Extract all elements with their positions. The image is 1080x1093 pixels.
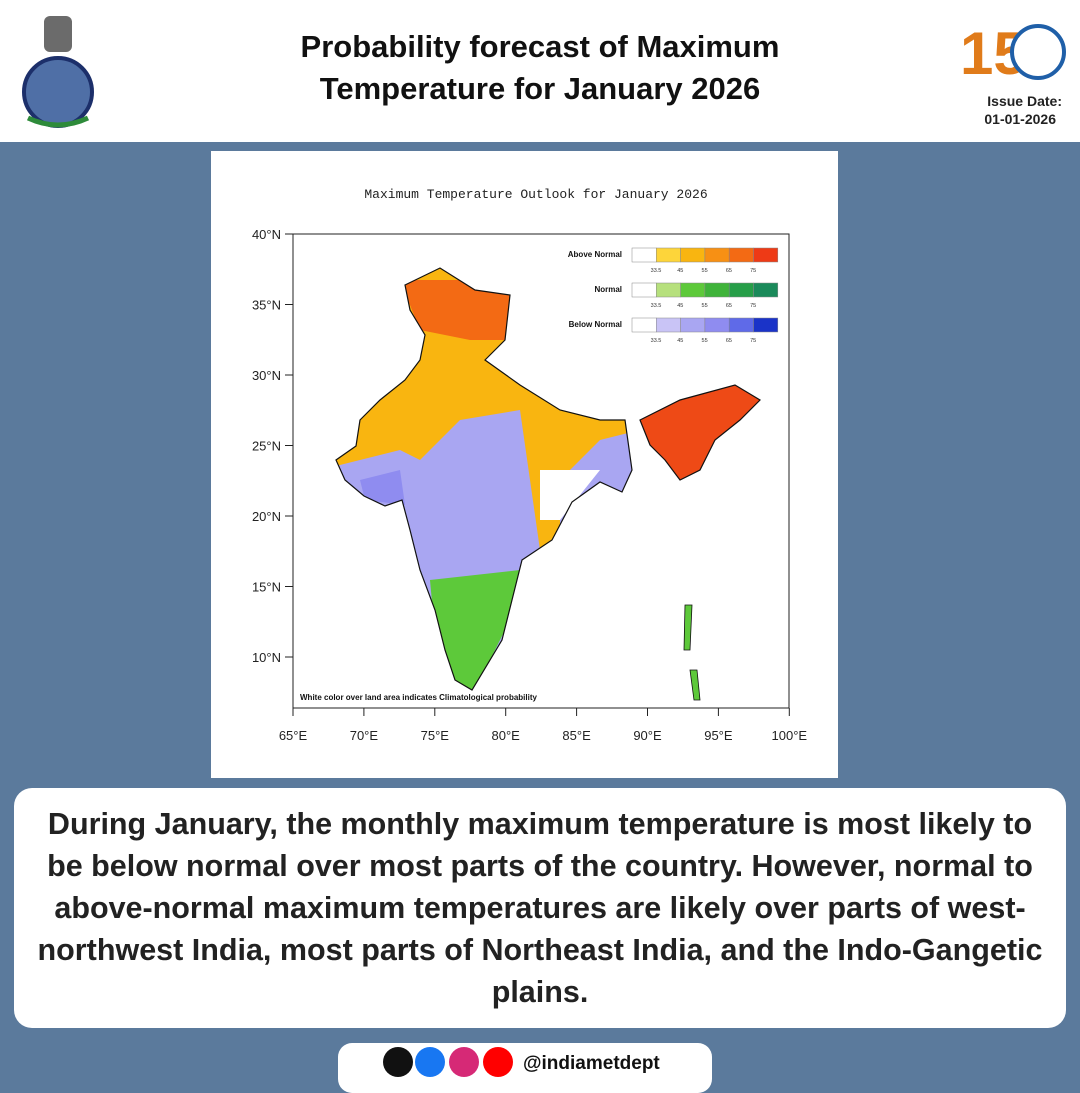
- lat-label: 35°N: [252, 298, 281, 313]
- youtube-icon: [483, 1047, 513, 1077]
- legend-swatch: [656, 282, 681, 298]
- imd-emblem: [22, 16, 94, 128]
- high-above-region: [400, 280, 510, 340]
- legend-label: Below Normal: [569, 320, 622, 329]
- legend-swatch: [753, 247, 779, 263]
- map: Maximum Temperature Outlook for January …: [252, 187, 808, 743]
- instagram-icon: [449, 1047, 479, 1077]
- lat-label: 20°N: [252, 509, 281, 524]
- lat-label: 15°N: [252, 580, 281, 595]
- legend-tick: 45: [677, 338, 683, 344]
- legend-tick: 55: [702, 303, 708, 309]
- legend-tick: 33.5: [651, 303, 662, 309]
- map-title: Maximum Temperature Outlook for January …: [364, 187, 707, 202]
- legend-tick: 75: [750, 338, 756, 344]
- lat-label: 25°N: [252, 439, 281, 454]
- lon-label: 85°E: [562, 728, 591, 743]
- legend-label: Above Normal: [568, 250, 622, 259]
- facebook-icon: [415, 1047, 445, 1077]
- legend-swatch: [680, 282, 706, 298]
- description-box: During January, the monthly maximum temp…: [14, 788, 1066, 1028]
- legend-tick: 45: [677, 268, 683, 274]
- legend-tick: 75: [750, 303, 756, 309]
- legend-swatch: [656, 247, 681, 263]
- legend-swatch: [656, 317, 681, 333]
- lon-label: 100°E: [772, 728, 808, 743]
- legend-swatch: [753, 282, 779, 298]
- legend-swatch: [680, 247, 706, 263]
- northeast-region: [639, 384, 761, 481]
- map-note: White color over land area indicates Cli…: [300, 693, 537, 702]
- handle: @indiametdept: [523, 1053, 660, 1074]
- lon-label: 90°E: [633, 728, 662, 743]
- legend-tick: 55: [702, 338, 708, 344]
- andaman-islands: [683, 604, 701, 701]
- emblem-disc: [22, 56, 94, 128]
- emblem-ribbon: [26, 115, 90, 128]
- legend-tick: 33.5: [651, 268, 662, 274]
- legend-swatch: [728, 282, 754, 298]
- logo-150: 150 Issue Date: 01-01-2026: [960, 20, 1066, 127]
- emblem-top: [44, 16, 72, 52]
- lat-label: 30°N: [252, 368, 281, 383]
- legend-tick: 45: [677, 303, 683, 309]
- lat-label: 10°N: [252, 650, 281, 665]
- lat-label: 40°N: [252, 227, 281, 242]
- legend-swatch: [631, 282, 657, 298]
- legend-tick: 65: [726, 268, 732, 274]
- social-bar: @indiametdept: [383, 1047, 660, 1077]
- logo-ring: [1010, 24, 1066, 80]
- lon-label: 80°E: [492, 728, 521, 743]
- legend-tick: 65: [726, 303, 732, 309]
- legend-swatch: [704, 317, 730, 333]
- legend-swatch: [704, 282, 730, 298]
- legend-tick: 75: [750, 268, 756, 274]
- legend: Above Normal 33.5 45 55 65 75 Normal 33.5 45 55 65…: [568, 247, 779, 344]
- description: During January, the monthly maximum temp…: [37, 807, 1043, 1009]
- legend-tick: 55: [702, 268, 708, 274]
- map-image: Maximum Temperature Outlook for January …: [211, 151, 838, 778]
- issue-date: 01-01-2026: [984, 111, 1056, 127]
- title: Probability forecast of Maximum Temperat…: [300, 29, 780, 106]
- lon-label: 65°E: [279, 728, 308, 743]
- normal-region: [430, 570, 520, 690]
- climatology-region: [540, 470, 600, 520]
- legend-label: Normal: [594, 285, 622, 294]
- lon-label: 70°E: [350, 728, 379, 743]
- x-icon: [383, 1047, 413, 1077]
- legend-swatch: [704, 247, 730, 263]
- legend-tick: 33.5: [651, 338, 662, 344]
- legend-swatch: [631, 317, 657, 333]
- lon-label: 75°E: [421, 728, 450, 743]
- issue-label: Issue Date:: [987, 93, 1062, 109]
- legend-swatch: [728, 317, 754, 333]
- legend-swatch: [728, 247, 754, 263]
- legend-swatch: [631, 247, 657, 263]
- footer: @indiametdept: [338, 1043, 712, 1093]
- legend-swatch: [753, 317, 779, 333]
- below-normal-west: [360, 470, 405, 505]
- legend-swatch: [680, 317, 706, 333]
- lon-label: 95°E: [704, 728, 733, 743]
- india-outline: [335, 267, 633, 691]
- map-frame: [292, 233, 790, 709]
- legend-tick: 65: [726, 338, 732, 344]
- header: Probability forecast of Maximum Temperat…: [0, 0, 1080, 142]
